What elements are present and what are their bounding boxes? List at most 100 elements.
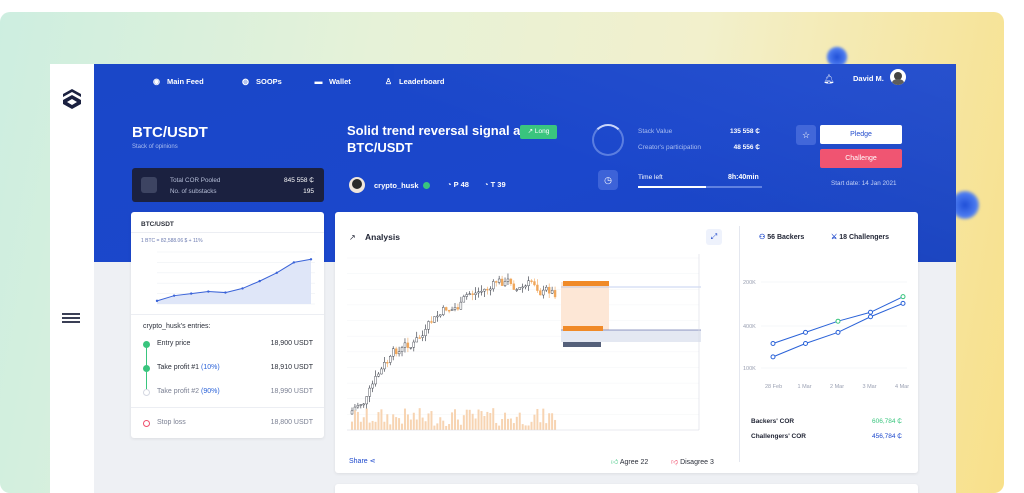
candle-body [421, 335, 424, 338]
wallet-icon: ▬ [314, 76, 323, 86]
stack-progress-ring [592, 124, 624, 156]
time-left-value: 8h:40min [728, 174, 759, 181]
nav-wallet[interactable]: ▬ Wallet [314, 76, 351, 86]
volume-bar [392, 414, 395, 430]
y-tick-label: 100K [743, 366, 756, 372]
disagree-button[interactable]: 👎︎ Disagree 3 [671, 459, 714, 466]
candle-body [506, 278, 510, 282]
mini-line [156, 258, 312, 302]
hamburger-menu-icon[interactable] [62, 313, 80, 323]
creator-info[interactable]: crypto_husk [349, 177, 430, 193]
x-tick-label: 2 Mar [830, 384, 844, 390]
candle-body [433, 316, 436, 323]
candle-body [389, 356, 392, 363]
leaderboard-icon: ♙ [384, 76, 393, 86]
level-tag [563, 281, 609, 286]
signal-title: Solid trend reversal signal at BTC/USDT [347, 123, 525, 155]
decor-blob [826, 46, 848, 68]
candle-body [406, 342, 410, 348]
series-point [803, 340, 808, 346]
nav-soops[interactable]: ◍ SOOPs [242, 76, 282, 86]
volume-bar [359, 421, 362, 430]
volume-bar [524, 425, 527, 430]
volume-bar [501, 418, 504, 430]
challengers-count[interactable]: ⚔ 18 Challengers [831, 234, 890, 241]
series-point [900, 294, 906, 300]
pledge-button[interactable]: Pledge [820, 125, 902, 144]
agree-button[interactable]: 👍︎ Agree 22 [611, 459, 649, 466]
entry-row: Take profit #2 (90%) 18,990 USDT [143, 387, 313, 399]
candle-body [450, 309, 454, 311]
candle-body [536, 284, 539, 291]
series-point [835, 329, 841, 335]
mini-chart-subtitle: 1 BTC = 82,588.06 $ + 11% [141, 238, 203, 244]
candle-body [386, 362, 389, 364]
pair-title: BTC/USDT [132, 124, 208, 141]
volume-bar [401, 423, 404, 430]
volume-bar [548, 413, 551, 430]
volume-bar [442, 420, 445, 430]
volume-bar [424, 421, 427, 430]
candle-body [447, 310, 451, 312]
nav-leaderboard[interactable]: ♙ Leaderboard [384, 76, 445, 86]
time-left-bar [638, 186, 762, 188]
volume-bar [492, 408, 495, 430]
candle-body [512, 283, 516, 290]
candle-body [483, 288, 486, 292]
candle-body [392, 348, 395, 357]
series-point [770, 340, 776, 346]
volume-bar [430, 411, 433, 430]
volume-bar [436, 423, 439, 430]
share-button[interactable]: Share ⋖ [349, 458, 376, 465]
entries-title: crypto_husk's entries: [143, 323, 211, 330]
candle-body [412, 341, 416, 348]
creator-avatar [349, 177, 365, 193]
candle-body [397, 351, 401, 355]
volume-bar [486, 411, 489, 430]
nav-main-feed[interactable]: ◉ Main Feed [153, 76, 204, 86]
user-name[interactable]: David M. [853, 74, 884, 83]
volume-bar [371, 420, 374, 430]
candle-body [527, 280, 530, 287]
status-dot [143, 341, 150, 348]
volume-bar [518, 412, 521, 430]
volume-bar [509, 418, 512, 430]
avatar[interactable] [890, 69, 906, 85]
divider [131, 314, 324, 315]
candle-body [539, 290, 542, 296]
candle-body [394, 348, 398, 355]
left-rail [50, 64, 94, 493]
volume-bar [545, 423, 548, 430]
stack-value-label: Stack Value [638, 128, 673, 135]
volume-bar [483, 416, 486, 430]
app-logo-icon[interactable] [61, 88, 83, 110]
backers-count[interactable]: ⚇ 56 Backers [759, 234, 805, 241]
creator-participation-label: Creator's participation [638, 144, 702, 151]
x-tick-label: 1 Mar [798, 384, 812, 390]
star-button[interactable]: ☆ [796, 125, 816, 145]
volume-bar [356, 411, 359, 430]
status-dot [143, 389, 150, 396]
candle-body [418, 337, 421, 339]
volume-bar [409, 419, 412, 430]
y-tick-label: 400K [743, 324, 756, 330]
substacks-label: No. of substacks [170, 188, 217, 195]
volume-bar [512, 423, 515, 430]
volume-bar [480, 411, 483, 430]
candle-body [553, 290, 557, 298]
expand-icon[interactable]: ⤢ [706, 229, 722, 245]
divider [131, 407, 324, 408]
candle-body [494, 281, 498, 283]
candle-body [442, 307, 445, 315]
challenge-button[interactable]: Challenge [820, 149, 902, 168]
level-tag [563, 326, 603, 331]
x-tick-label: 28 Feb [765, 384, 782, 390]
mini-point [275, 271, 278, 274]
candle-body [474, 292, 477, 295]
bell-icon[interactable]: 🔔︎ [823, 74, 835, 84]
candle-body [545, 286, 548, 291]
mini-point [241, 287, 244, 290]
volume-bar [521, 424, 524, 430]
p-count: ◔ P 48 [447, 180, 469, 189]
volume-bar [471, 413, 474, 430]
